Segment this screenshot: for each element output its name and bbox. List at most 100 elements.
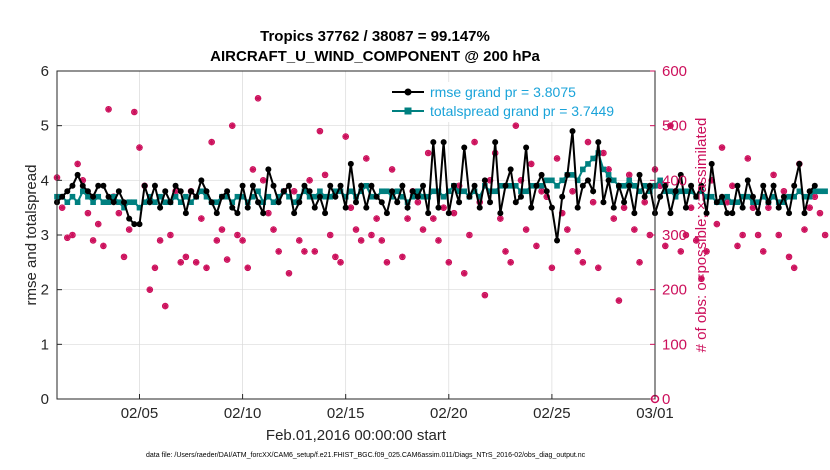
obs-assimilated-marker bbox=[811, 193, 818, 200]
y-tick-label-right: 200 bbox=[662, 282, 687, 299]
obs-assimilated-marker bbox=[79, 177, 86, 184]
y-tick-label-right: 400 bbox=[662, 172, 687, 189]
rmse-point bbox=[373, 193, 380, 200]
obs-assimilated-marker bbox=[420, 226, 427, 233]
rmse-point bbox=[342, 204, 349, 211]
rmse-point bbox=[476, 204, 483, 211]
totalspread-point bbox=[492, 188, 498, 195]
obs-assimilated-marker bbox=[512, 122, 519, 129]
x-tick-label: 02/15 bbox=[327, 405, 365, 422]
obs-assimilated-marker bbox=[559, 210, 566, 217]
rmse-point bbox=[90, 193, 97, 200]
totalspread-point bbox=[507, 183, 514, 189]
y-tick-label-left: 4 bbox=[41, 172, 49, 189]
obs-assimilated-marker bbox=[84, 210, 91, 217]
rmse-point bbox=[538, 171, 545, 178]
obs-assimilated-marker bbox=[275, 248, 282, 255]
rmse-point bbox=[682, 204, 689, 211]
totalspread-point bbox=[415, 188, 421, 195]
rmse-point bbox=[306, 188, 313, 195]
totalspread-point bbox=[559, 177, 566, 184]
obs-assimilated-marker bbox=[218, 226, 225, 233]
totalspread-point bbox=[605, 172, 612, 178]
totalspread-point bbox=[141, 199, 148, 205]
obs-assimilated-marker bbox=[358, 237, 365, 244]
obs-assimilated-marker bbox=[574, 248, 581, 255]
obs-assimilated-marker bbox=[234, 232, 241, 238]
rmse-point bbox=[425, 210, 432, 217]
totalspread-point bbox=[136, 204, 143, 211]
rmse-point bbox=[703, 210, 710, 217]
totalspread-point bbox=[100, 199, 107, 205]
obs-assimilated-marker bbox=[497, 215, 504, 222]
rmse-point bbox=[708, 160, 715, 167]
rmse-point bbox=[698, 182, 705, 189]
obs-assimilated-marker bbox=[765, 204, 772, 211]
rmse-point bbox=[100, 182, 107, 189]
obs-assimilated-marker bbox=[646, 232, 653, 238]
obs-assimilated-marker bbox=[383, 259, 390, 266]
obs-assimilated-marker bbox=[481, 292, 488, 299]
rmse-point bbox=[162, 188, 169, 195]
rmse-point bbox=[249, 182, 256, 189]
totalspread-point bbox=[301, 188, 308, 195]
rmse-point bbox=[84, 188, 91, 195]
totalspread-point bbox=[590, 155, 596, 162]
rmse-point bbox=[744, 177, 751, 184]
obs-assimilated-marker bbox=[579, 259, 586, 266]
rmse-point bbox=[182, 210, 189, 217]
rmse-point bbox=[265, 166, 272, 173]
rmse-point bbox=[115, 188, 122, 195]
obs-assimilated-marker bbox=[353, 226, 359, 233]
totalspread-point bbox=[270, 199, 277, 205]
rmse-point bbox=[420, 182, 427, 189]
rmse-point bbox=[383, 210, 390, 217]
obs-assimilated-marker bbox=[172, 188, 179, 195]
y-tick-label-left: 1 bbox=[41, 336, 49, 353]
obs-assimilated-marker bbox=[430, 215, 437, 222]
rmse-point bbox=[621, 199, 628, 206]
y-tick-label-right: 600 bbox=[662, 63, 687, 80]
totalspread-point bbox=[183, 193, 189, 200]
obs-assimilated-marker bbox=[208, 139, 215, 146]
totalspread-point bbox=[250, 193, 256, 200]
totalspread-point bbox=[610, 177, 617, 184]
totalspread-point bbox=[549, 177, 555, 184]
obs-assimilated-marker bbox=[404, 215, 411, 222]
obs-assimilated-marker bbox=[74, 160, 81, 167]
y-tick-label-left: 3 bbox=[41, 227, 49, 244]
rmse-point bbox=[172, 182, 179, 189]
obs-assimilated-marker bbox=[595, 264, 602, 271]
obs-assimilated-marker bbox=[322, 171, 329, 178]
rmse-point bbox=[244, 204, 251, 211]
totalspread-point bbox=[322, 193, 328, 200]
rmse-point bbox=[729, 210, 736, 217]
obs-assimilated-marker bbox=[337, 259, 344, 266]
x-tick-label: 02/05 bbox=[121, 405, 159, 422]
rmse-point bbox=[363, 204, 370, 211]
totalspread-point bbox=[394, 188, 401, 195]
rmse-point bbox=[188, 188, 195, 195]
rmse-point bbox=[193, 193, 200, 200]
totalspread-point bbox=[775, 199, 782, 205]
rmse-point bbox=[579, 182, 586, 189]
obs-assimilated-marker bbox=[265, 210, 272, 217]
data-file-footer: data file: /Users/raeder/DAI/ATM_forcXX/… bbox=[146, 452, 586, 459]
totalspread-point bbox=[121, 204, 127, 211]
obs-assimilated-marker bbox=[703, 248, 710, 255]
obs-assimilated-marker bbox=[739, 232, 746, 238]
totalspread-point bbox=[538, 183, 545, 189]
totalspread-point bbox=[275, 193, 282, 200]
obs-assimilated-marker bbox=[167, 232, 174, 238]
rmse-point bbox=[517, 193, 524, 200]
x-tick-label: 03/01 bbox=[636, 405, 674, 422]
obs-assimilated-marker bbox=[100, 242, 107, 249]
obs-assimilated-marker bbox=[564, 226, 571, 233]
totalspread-point bbox=[755, 199, 761, 205]
rmse-point bbox=[255, 199, 262, 206]
rmse-point bbox=[177, 188, 184, 195]
rmse-point bbox=[260, 210, 267, 217]
rmse-point bbox=[512, 199, 519, 206]
totalspread-point bbox=[162, 199, 169, 205]
totalspread-point bbox=[662, 188, 669, 195]
